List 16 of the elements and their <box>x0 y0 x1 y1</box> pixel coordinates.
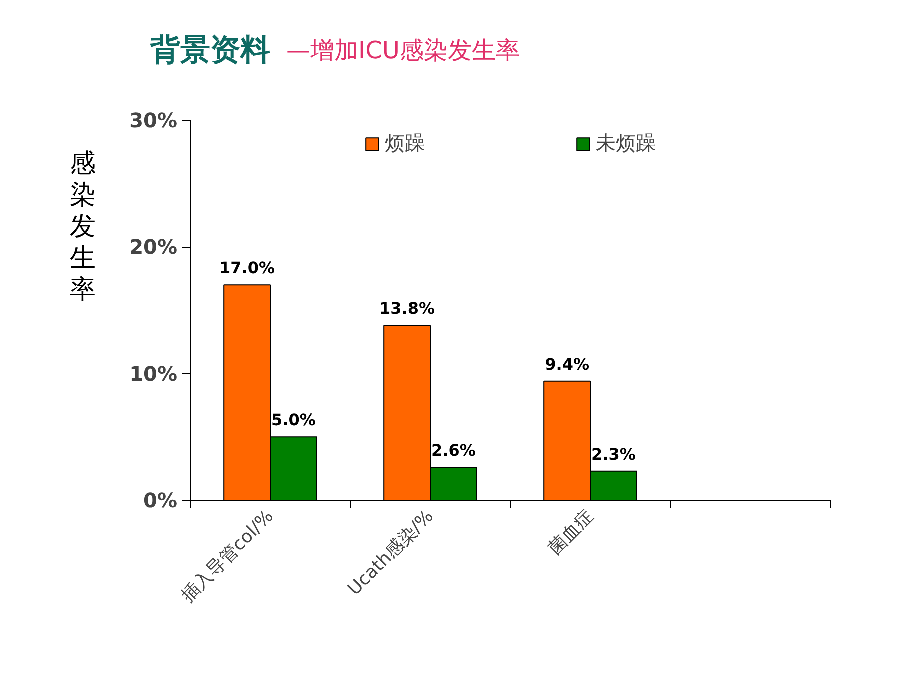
y-tick-label: 20% <box>130 235 178 260</box>
y-tick-label: 0% <box>144 488 178 512</box>
y-tick-label: 30% <box>130 108 178 132</box>
chart-subtitle: —增加ICU感染发生率 <box>286 36 520 64</box>
data-label: 5.0% <box>272 410 316 430</box>
y-tick-label: 10% <box>130 362 178 386</box>
legend-label: 烦躁 <box>385 130 425 157</box>
legend-label: 未烦躁 <box>596 130 656 157</box>
data-label: 13.8% <box>380 299 436 318</box>
chart-title: 背景资料 <box>150 33 270 68</box>
x-tick-label: 菌血症 <box>544 506 598 560</box>
y-axis-title: 感染发生率 <box>70 148 96 305</box>
data-label: 2.6% <box>432 440 476 460</box>
data-label: 9.4% <box>545 354 590 374</box>
data-label: 2.3% <box>592 444 636 464</box>
data-label: 17.0% <box>220 258 276 278</box>
